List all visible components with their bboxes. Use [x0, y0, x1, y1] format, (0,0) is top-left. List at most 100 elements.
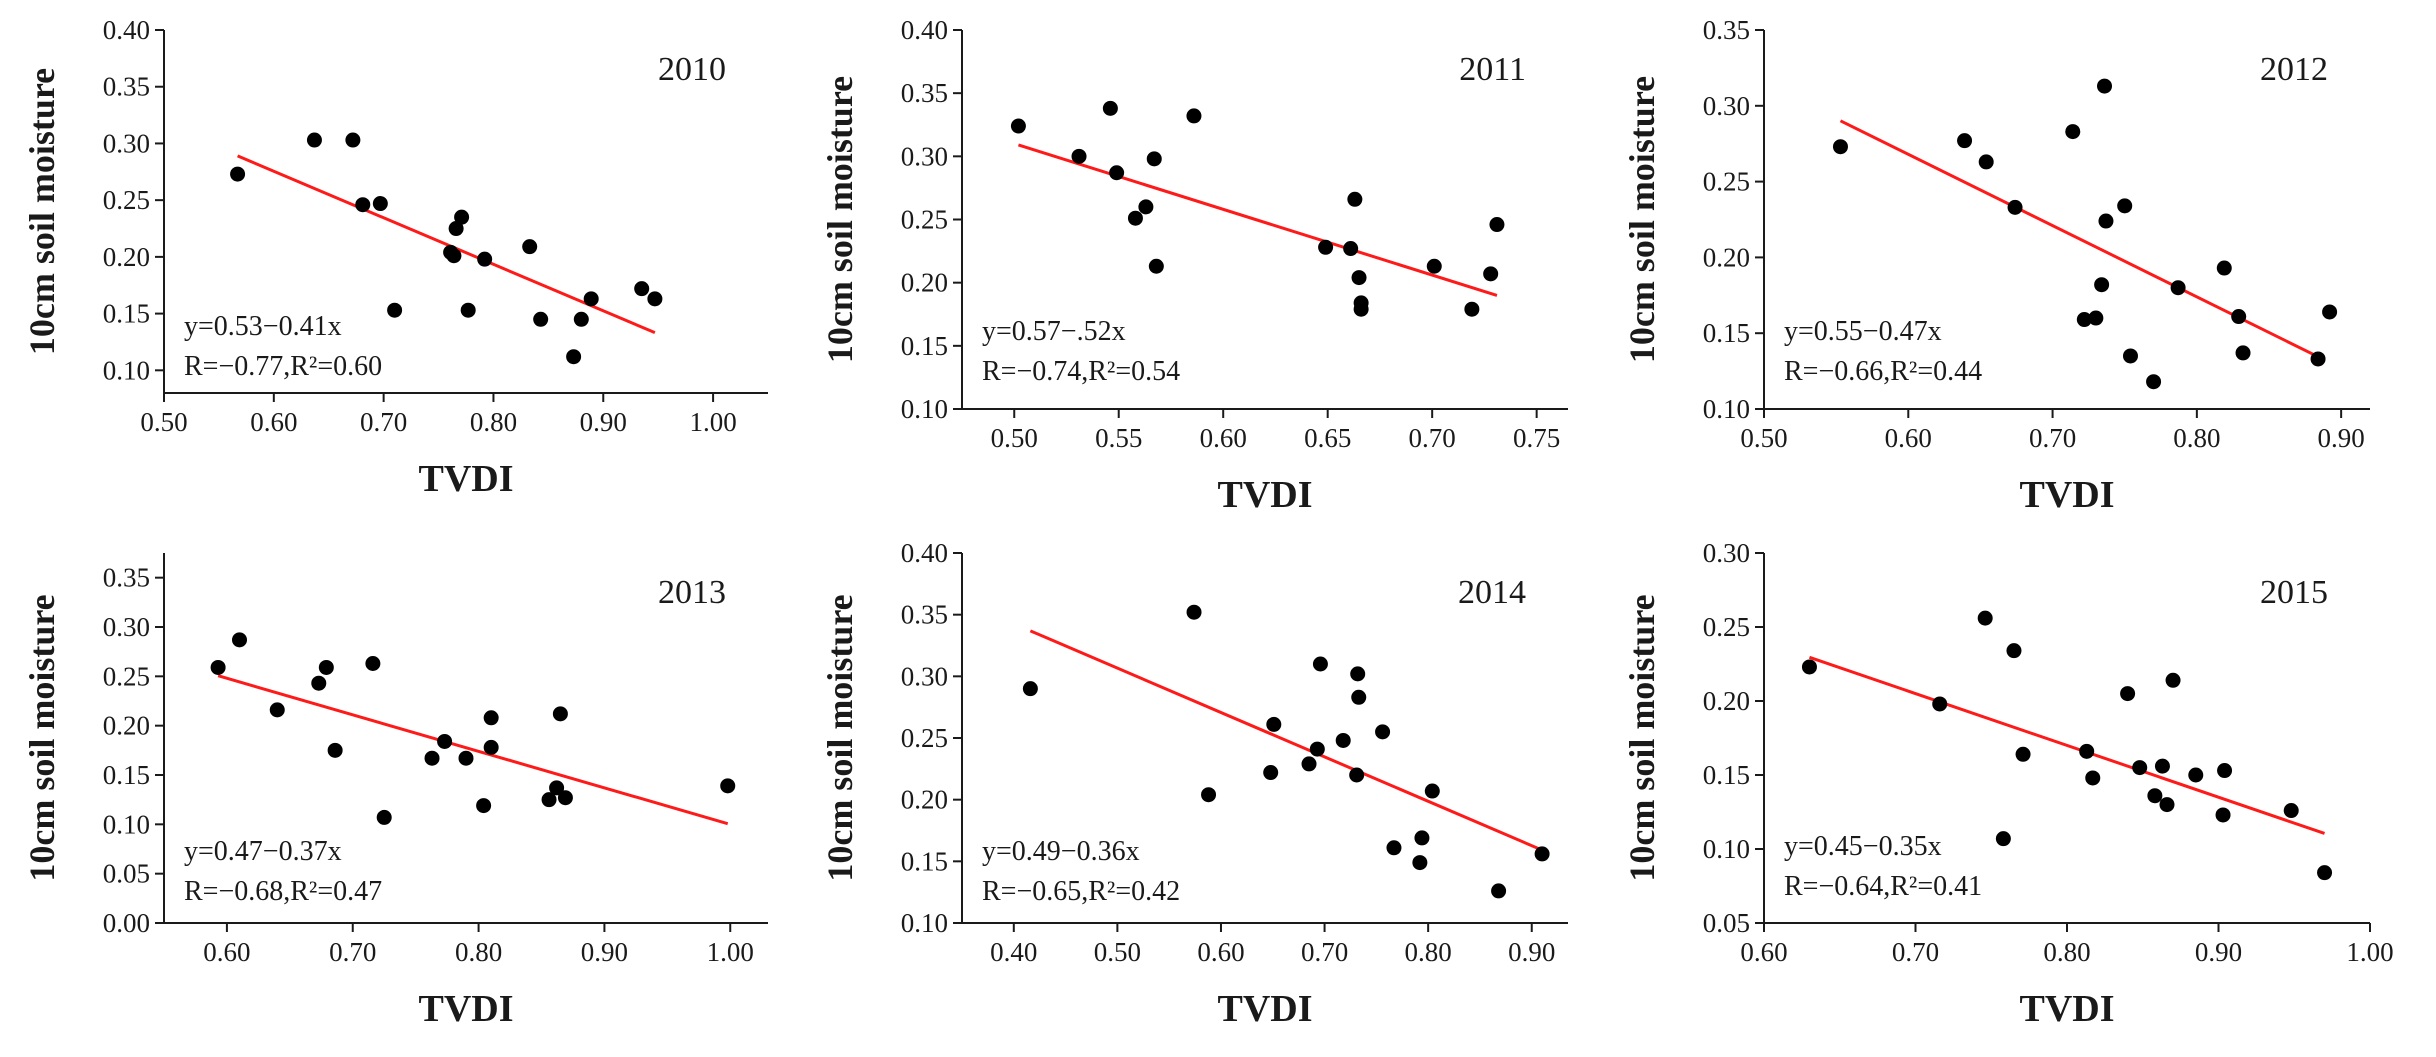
- y-tick-label: 0.30: [901, 661, 948, 691]
- y-tick-label: 0.05: [1703, 908, 1750, 938]
- data-point: [318, 659, 334, 675]
- data-point: [1148, 258, 1164, 274]
- y-tick-label: 0.15: [901, 331, 948, 361]
- y-tick-label: 0.30: [103, 612, 150, 642]
- regression-equation: y=0.57−.52x: [982, 316, 1126, 347]
- panel-2011: 0.50 0.55 0.60 0.65 0.70 0.75 0.10 0.15 0.20 0.25…: [820, 15, 1568, 516]
- data-point: [1312, 656, 1328, 672]
- data-point: [2122, 348, 2138, 364]
- x-tick-label: 0.60: [1740, 937, 1787, 967]
- data-point: [1424, 783, 1440, 799]
- data-point: [1186, 108, 1202, 124]
- correlation-stats: R=−0.74,R²=0.54: [982, 356, 1180, 387]
- y-axis-label: 10cm soil moisture: [1622, 76, 1662, 363]
- y-tick-label: 0.20: [103, 242, 150, 272]
- x-tick-label: 0.70: [1301, 937, 1348, 967]
- correlation-stats: R=−0.66,R²=0.44: [1784, 356, 1982, 387]
- y-tick-label: 0.30: [103, 128, 150, 158]
- data-point: [1375, 724, 1391, 740]
- data-point: [437, 733, 453, 749]
- data-point: [2159, 797, 2175, 813]
- data-point: [2132, 760, 2148, 776]
- data-point: [634, 281, 650, 297]
- correlation-stats: R=−0.77,R²=0.60: [184, 351, 382, 382]
- data-point: [269, 702, 285, 718]
- data-point: [1351, 689, 1367, 705]
- data-point: [1022, 681, 1038, 697]
- data-point: [2147, 788, 2163, 804]
- panel-2013: 0.60 0.70 0.80 0.90 1.00 0.00 0.05 0.10 0.15 0.20…: [22, 553, 768, 1030]
- y-tick-label: 0.35: [901, 78, 948, 108]
- data-point: [372, 196, 388, 212]
- x-tick-label: 0.90: [580, 407, 627, 437]
- correlation-stats: R=−0.64,R²=0.41: [1784, 871, 1982, 902]
- data-point: [460, 302, 476, 318]
- data-point: [647, 291, 663, 307]
- data-point: [1978, 154, 1994, 170]
- regression-line: [1017, 143, 1498, 297]
- data-point: [1347, 191, 1363, 207]
- y-tick-label: 0.10: [1703, 394, 1750, 424]
- data-point: [1353, 301, 1369, 317]
- x-axis-label: TVDI: [418, 988, 513, 1030]
- data-point: [2015, 746, 2031, 762]
- y-tick-label: 0.35: [103, 72, 150, 102]
- regression-line: [1029, 629, 1543, 852]
- x-axis-label: TVDI: [2019, 474, 2114, 516]
- data-point: [1146, 151, 1162, 167]
- data-point: [306, 132, 322, 148]
- data-point: [355, 197, 371, 213]
- x-tick-label: 0.90: [1508, 937, 1555, 967]
- panel-title: 2013: [658, 574, 726, 611]
- data-point: [2079, 743, 2095, 759]
- x-tick-label: 0.80: [2043, 937, 2090, 967]
- y-tick-label: 0.10: [103, 809, 150, 839]
- x-tick-label: 0.60: [250, 407, 297, 437]
- x-tick-label: 0.90: [2195, 937, 2242, 967]
- data-point: [2076, 312, 2092, 328]
- data-point: [483, 710, 499, 726]
- y-tick-label: 0.15: [1703, 318, 1750, 348]
- y-tick-label: 0.20: [103, 711, 150, 741]
- y-tick-label: 0.25: [103, 661, 150, 691]
- y-tick-label: 0.25: [901, 723, 948, 753]
- data-point: [2097, 78, 2113, 94]
- y-tick-label: 0.10: [901, 394, 948, 424]
- y-tick-label: 0.30: [1703, 91, 1750, 121]
- data-point: [2065, 124, 2081, 140]
- data-point: [1426, 258, 1442, 274]
- data-point: [2006, 643, 2022, 659]
- y-axis-label: 10cm soil moisture: [820, 594, 860, 881]
- y-tick-label: 0.15: [901, 846, 948, 876]
- panel-2015: 0.60 0.70 0.80 0.90 1.00 0.05 0.10 0.15 0.20 0.25…: [1622, 538, 2394, 1030]
- y-tick-label: 0.35: [901, 600, 948, 630]
- x-tick-label: 0.70: [1409, 423, 1456, 453]
- data-point: [1109, 165, 1125, 181]
- correlation-stats: R=−0.68,R²=0.47: [184, 876, 382, 907]
- panel-title: 2010: [658, 51, 726, 88]
- data-point: [549, 780, 565, 796]
- regression-equation: y=0.53−0.41x: [184, 311, 342, 342]
- data-point: [2088, 310, 2104, 326]
- x-tick-label: 0.80: [455, 937, 502, 967]
- data-point: [446, 248, 462, 264]
- data-point: [2117, 198, 2133, 214]
- panel-2010: 0.50 0.60 0.70 0.80 0.90 1.00 0.10 0.15 0.20 0.25…: [22, 15, 768, 500]
- x-tick-label: 0.70: [2029, 423, 2076, 453]
- data-point: [1483, 266, 1499, 282]
- data-point: [345, 132, 361, 148]
- data-point: [2165, 672, 2181, 688]
- data-point: [1102, 100, 1118, 116]
- y-axis-label: 10cm soil moisture: [22, 594, 62, 881]
- y-tick-label: 0.35: [103, 563, 150, 593]
- data-point: [2322, 304, 2338, 320]
- y-axis-label: 10cm soil moisture: [820, 76, 860, 363]
- data-point: [2170, 280, 2186, 296]
- data-point: [1995, 831, 2011, 847]
- data-point: [2146, 374, 2162, 390]
- x-tick-label: 0.50: [140, 407, 187, 437]
- y-tick-label: 0.25: [901, 205, 948, 235]
- data-point: [1127, 210, 1143, 226]
- data-point: [566, 349, 582, 365]
- regression-equation: y=0.45−0.35x: [1784, 831, 1942, 862]
